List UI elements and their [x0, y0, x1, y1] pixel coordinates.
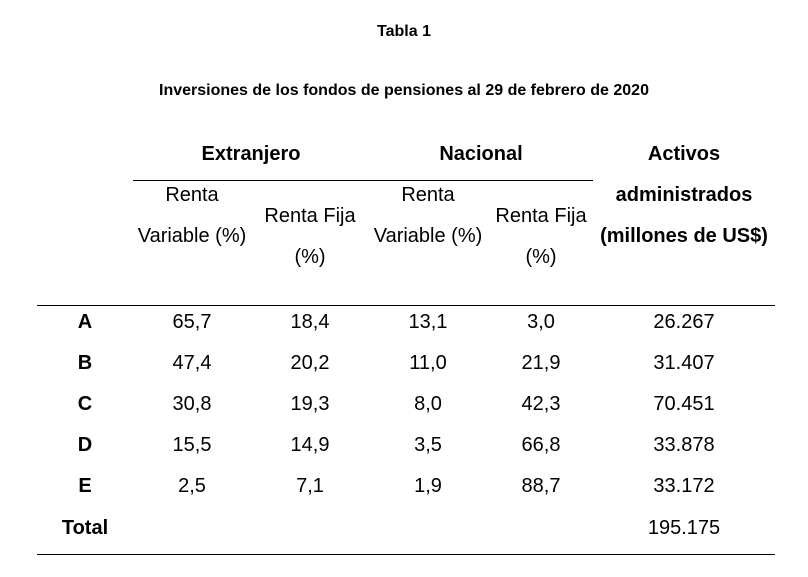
total-label: Total: [61, 516, 109, 539]
cell: 33.878: [653, 434, 715, 457]
cell: 1,9: [414, 475, 442, 498]
cell: 70.451: [653, 392, 715, 415]
cell: 19,3: [290, 392, 330, 415]
cell: 26.267: [653, 310, 715, 333]
row-label: A: [77, 310, 93, 333]
cell: 14,9: [290, 434, 330, 457]
bottom-rule: [37, 554, 775, 555]
row-label: E: [78, 475, 92, 498]
cell: 20,2: [290, 351, 330, 374]
group-header: Nacional: [439, 143, 523, 165]
cell: 65,7: [172, 310, 212, 333]
cell: 42,3: [521, 392, 561, 415]
row-label: B: [77, 351, 93, 374]
cell: 11,0: [409, 351, 447, 374]
cell: 66,8: [521, 434, 561, 457]
total-header: Activos administrados (millones de US$): [600, 143, 768, 247]
cell: 13,1: [408, 310, 448, 333]
row-label: D: [77, 434, 93, 457]
cell: 47,4: [172, 351, 212, 374]
column-header: Renta Fija (%): [264, 205, 356, 268]
column-header: Renta Variable (%): [373, 184, 483, 247]
group-header: Extranjero: [201, 143, 301, 165]
cell: 3,5: [414, 434, 442, 457]
cell: 88,7: [521, 475, 561, 498]
cell: 31.407: [653, 351, 715, 374]
cell: 33.172: [653, 475, 715, 498]
cell: 21,9: [521, 351, 561, 374]
header-rule: [37, 305, 775, 306]
cell: 30,8: [172, 392, 212, 415]
cell: 3,0: [527, 310, 555, 333]
group-rule: [133, 180, 593, 181]
column-header: Renta Variable (%): [137, 184, 247, 247]
table-subtitle: Inversiones de los fondos de pensiones a…: [159, 82, 649, 99]
cell: 7,1: [296, 475, 324, 498]
row-label: C: [77, 392, 93, 415]
table-title: Tabla 1: [377, 23, 431, 40]
cell: 8,0: [414, 392, 442, 415]
column-header: Renta Fija (%): [495, 205, 587, 268]
cell: 15,5: [172, 434, 212, 457]
total-value: 195.175: [647, 516, 721, 539]
cell: 18,4: [290, 310, 330, 333]
cell: 2,5: [178, 475, 206, 498]
